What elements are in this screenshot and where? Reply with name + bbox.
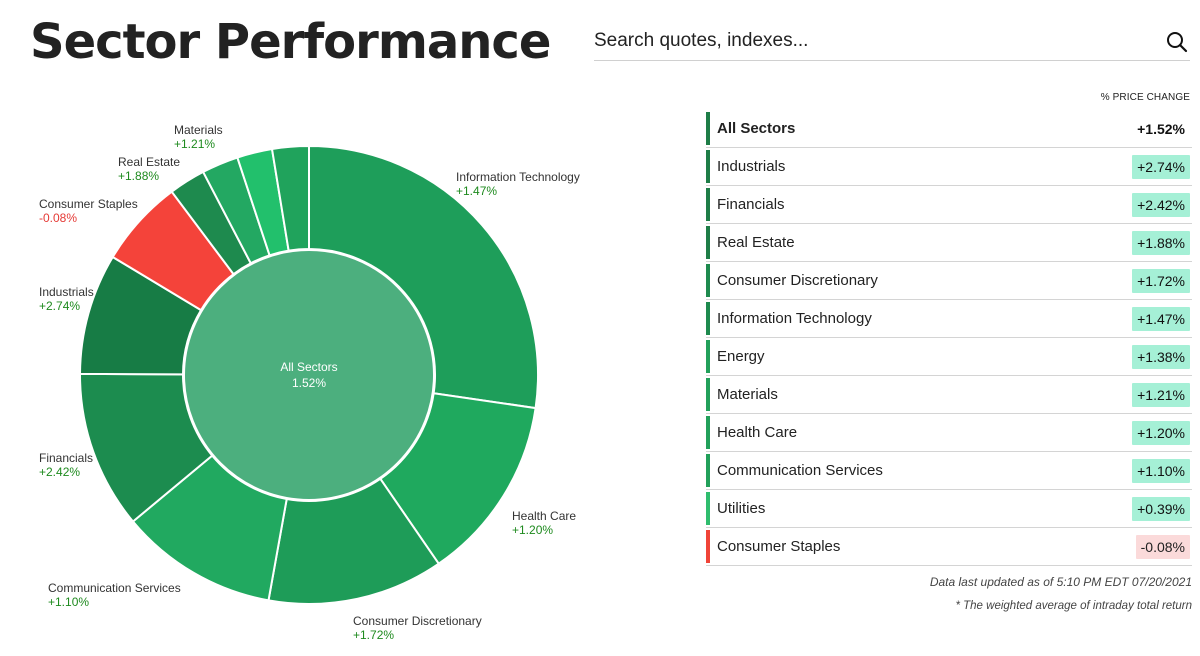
sector-sunburst-chart: Information Technology+1.47%Health Care+… (39, 123, 580, 642)
sector-color-bar (706, 530, 710, 563)
price-change-value: +1.47% (1132, 306, 1190, 331)
sector-color-bar (706, 416, 710, 449)
slice-label-name: Consumer Discretionary (353, 614, 482, 628)
table-row-all-sectors[interactable]: All Sectors +1.52% (706, 110, 1192, 148)
center-all-sectors[interactable] (183, 249, 435, 501)
sector-name: Energy (717, 348, 765, 365)
search-bar (594, 24, 1190, 61)
sector-name: Industrials (717, 158, 786, 175)
price-change-value: +1.10% (1132, 458, 1190, 483)
sector-name: Materials (717, 386, 778, 403)
sector-color-bar (706, 226, 710, 259)
slice-label-change: +2.74% (39, 299, 80, 313)
sector-color-bar (706, 188, 710, 221)
sector-name: Health Care (717, 424, 798, 441)
table-row[interactable]: Energy +1.38% (706, 338, 1192, 376)
sector-color-bar (706, 264, 710, 297)
table-row[interactable]: Utilities +0.39% (706, 490, 1192, 528)
price-change-value: +2.42% (1132, 192, 1190, 217)
price-change-value: +1.38% (1132, 344, 1190, 369)
page-title: Sector Performance (30, 14, 551, 70)
sector-color-bar (706, 340, 710, 373)
slice-label-name: Materials (174, 123, 223, 137)
sector-name: Consumer Staples (717, 538, 841, 555)
sector-color-bar (706, 378, 710, 411)
sector-color-bar (706, 454, 710, 487)
sector-color-bar (706, 112, 710, 145)
slice-label-name: Communication Services (48, 581, 181, 595)
center-label: All Sectors (280, 360, 337, 374)
column-header-price-change: % PRICE CHANGE (1100, 92, 1190, 103)
sector-color-bar (706, 492, 710, 525)
table-row[interactable]: Real Estate +1.88% (706, 224, 1192, 262)
price-change-value: +2.74% (1132, 154, 1190, 179)
slice-label-name: Real Estate (118, 155, 180, 169)
table-row[interactable]: Materials +1.21% (706, 376, 1192, 414)
price-change-value: -0.08% (1135, 534, 1190, 559)
sector-color-bar (706, 150, 710, 183)
table-row[interactable]: Information Technology +1.47% (706, 300, 1192, 338)
center-value: 1.52% (292, 376, 326, 390)
table-row[interactable]: Health Care +1.20% (706, 414, 1192, 452)
table-row[interactable]: Consumer Staples -0.08% (706, 528, 1192, 566)
sector-table: % PRICE CHANGE All Sectors +1.52% Industri… (706, 92, 1192, 566)
table-row[interactable]: Consumer Discretionary +1.72% (706, 262, 1192, 300)
sector-name: All Sectors (717, 120, 796, 137)
sector-name: Consumer Discretionary (717, 272, 878, 289)
slice-label-change: -0.08% (39, 211, 77, 225)
sector-name: Real Estate (717, 234, 795, 251)
table-row[interactable]: Financials +2.42% (706, 186, 1192, 224)
last-updated-text: Data last updated as of 5:10 PM EDT 07/2… (929, 575, 1192, 589)
slice-label-change: +2.42% (39, 465, 80, 479)
slice-label-change: +1.72% (353, 628, 394, 642)
slice-label-change: +1.88% (118, 169, 159, 183)
sector-name: Information Technology (717, 310, 872, 327)
sector-color-bar (706, 302, 710, 335)
price-change-value: +1.88% (1132, 230, 1190, 255)
search-icon[interactable] (1164, 29, 1190, 55)
slice-label-change: +1.47% (456, 184, 497, 198)
table-row[interactable]: Industrials +2.74% (706, 148, 1192, 186)
slice-label-name: Information Technology (456, 170, 580, 184)
sector-name: Communication Services (717, 462, 883, 479)
slice-label-name: Health Care (512, 509, 576, 523)
table-row[interactable]: Communication Services +1.10% (706, 452, 1192, 490)
price-change-value: +1.20% (1132, 420, 1190, 445)
price-change-value: +0.39% (1132, 496, 1190, 521)
slice-label-name: Financials (39, 451, 93, 465)
slice-label-change: +1.10% (48, 595, 89, 609)
slice-label-name: Industrials (39, 285, 94, 299)
slice-label-change: +1.21% (174, 137, 215, 151)
search-input[interactable] (594, 24, 1134, 58)
slice-label-name: Consumer Staples (39, 197, 138, 211)
price-change-value: +1.21% (1132, 382, 1190, 407)
price-change-value: +1.52% (1137, 120, 1185, 137)
sector-name: Utilities (717, 500, 766, 517)
price-change-value: +1.72% (1132, 268, 1190, 293)
slice-label-change: +1.20% (512, 523, 553, 537)
footnote-text: * The weighted average of intraday total… (955, 600, 1192, 612)
sector-name: Financials (717, 196, 785, 213)
